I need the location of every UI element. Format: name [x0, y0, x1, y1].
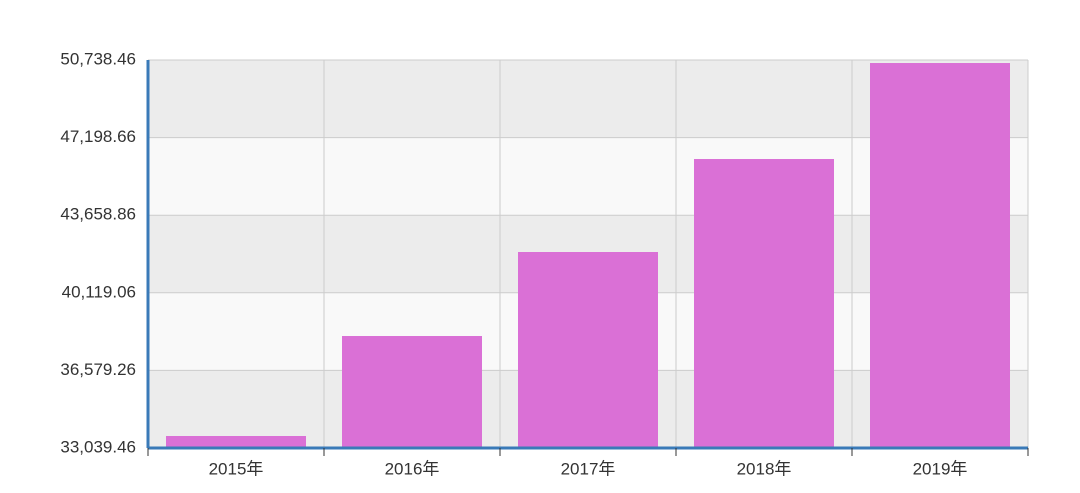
y-tick-label: 33,039.46 [60, 437, 136, 456]
x-tick-label: 2018年 [737, 459, 792, 478]
y-tick-label: 40,119.06 [62, 282, 136, 301]
y-tick-label: 50,738.46 [60, 49, 136, 68]
bar [166, 435, 306, 448]
bar [342, 336, 482, 448]
x-tick-label: 2015年 [209, 459, 264, 478]
x-tick-label: 2019年 [913, 459, 968, 478]
bar [870, 63, 1010, 448]
y-tick-label: 43,658.86 [60, 205, 136, 224]
y-tick-label: 47,198.66 [60, 127, 136, 146]
y-tick-label: 36,579.26 [60, 360, 136, 379]
bar [518, 252, 658, 448]
x-tick-label: 2016年 [385, 459, 440, 478]
x-tick-label: 2017年 [561, 459, 616, 478]
bar [694, 159, 834, 448]
